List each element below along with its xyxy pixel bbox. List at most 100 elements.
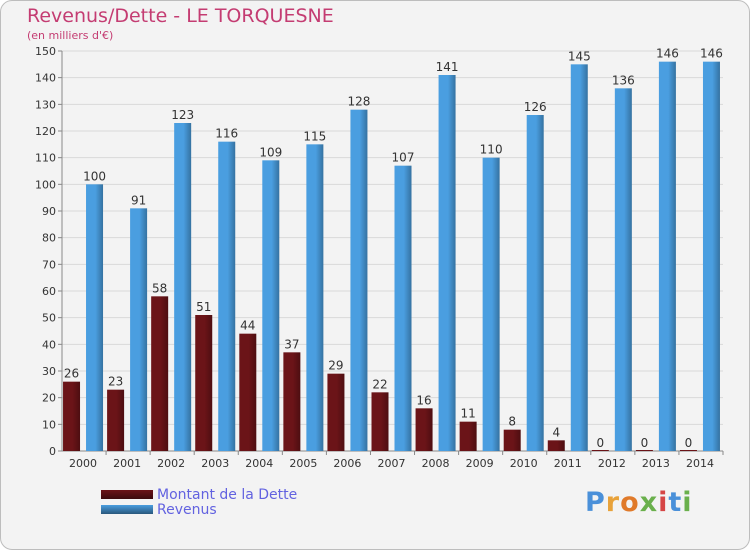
x-tick-label: 2003 [201,457,229,470]
x-tick-label: 2001 [113,457,141,470]
y-tick-label: 130 [35,98,56,111]
bar-dette [591,450,609,451]
data-label-dette: 0 [597,436,605,450]
x-tick-label: 2011 [554,457,582,470]
y-tick-label: 50 [42,312,56,325]
bar-dette [195,315,213,451]
bar-revenus [438,75,456,451]
bar-revenus [306,144,324,452]
bar-revenus [658,61,676,452]
bar-revenus [350,109,368,452]
chart-subtitle: (en milliers d'€) [27,29,114,42]
bar-revenus [570,64,588,452]
data-label-dette: 22 [372,377,387,391]
data-label-revenus: 146 [700,47,723,61]
data-label-revenus: 126 [524,100,547,114]
legend: Montant de la Dette Revenus [101,486,298,518]
x-tick-label: 2004 [245,457,273,470]
bar-dette [503,429,521,451]
plot-area [62,51,723,451]
logo-letter: P [585,487,606,518]
bar-dette [679,450,697,451]
data-label-revenus: 115 [303,129,326,143]
data-label-revenus: 136 [612,73,635,87]
data-label-dette: 58 [152,281,167,295]
bar-revenus [218,141,236,451]
data-label-revenus: 107 [392,151,415,165]
data-label-dette: 37 [284,337,299,351]
x-tick-label: 2007 [378,457,406,470]
x-tick-label: 2013 [642,457,670,470]
legend-label-dette: Montant de la Dette [157,486,298,503]
x-tick-label: 2012 [598,457,626,470]
bar-revenus [526,115,544,451]
data-label-revenus: 91 [131,193,146,207]
x-tick-label: 2010 [510,457,538,470]
y-tick-label: 80 [42,232,56,245]
x-tick-label: 2006 [333,457,361,470]
data-label-dette: 11 [460,407,475,421]
logo-letter: t [668,487,683,518]
data-label-dette: 29 [328,359,343,373]
bar-dette [239,333,257,451]
bar-revenus [262,160,280,452]
data-label-dette: 23 [108,375,123,389]
bar-dette [151,296,169,451]
bar-dette [415,408,433,451]
bar-revenus [86,184,104,452]
bar-dette [635,450,653,451]
y-tick-label: 140 [35,72,56,85]
y-tick-label: 120 [35,125,56,138]
bar-dette [327,373,345,451]
y-tick-label: 40 [42,338,56,351]
data-label-revenus: 128 [347,95,370,109]
logo-letter: i [658,487,669,518]
x-tick-label: 2009 [466,457,494,470]
logo-letter: x [639,487,659,518]
bar-dette [547,440,565,451]
data-label-revenus: 110 [480,143,503,157]
x-tick-label: 2000 [69,457,97,470]
x-tick-label: 2008 [422,457,450,470]
x-tick-label: 2002 [157,457,185,470]
data-label-dette: 44 [240,319,255,333]
bar-revenus [702,61,720,452]
data-label-dette: 51 [196,300,211,314]
logo-letter: i [682,487,693,518]
y-tick-label: 150 [35,45,56,58]
x-tick-label: 2014 [686,457,714,470]
bar-revenus [394,165,412,451]
legend-item-dette: Montant de la Dette [101,486,298,503]
data-label-revenus: 116 [215,127,238,141]
legend-item-revenus: Revenus [101,502,297,518]
y-tick-label: 20 [42,392,56,405]
logo-letter: r [605,487,621,518]
bar-dette [63,381,81,451]
proxiti-logo: Proxiti [585,487,693,518]
data-label-revenus: 145 [568,49,591,63]
y-tick-label: 10 [42,418,56,431]
data-label-revenus: 123 [171,108,194,122]
bar-revenus [482,157,500,451]
bar-dette [459,421,477,451]
logo-letter: o [620,487,640,518]
y-tick-label: 60 [42,285,56,298]
y-tick-label: 30 [42,365,56,378]
bar-revenus [614,88,632,451]
data-label-dette: 8 [508,415,516,429]
data-label-revenus: 100 [83,169,106,183]
data-label-revenus: 109 [259,145,282,159]
data-label-dette: 0 [641,436,649,450]
legend-swatch-revenus [101,505,153,514]
data-label-dette: 4 [552,425,560,439]
data-label-dette: 0 [685,436,693,450]
y-tick-label: 70 [42,258,56,271]
legend-swatch-dette [101,490,153,499]
data-label-revenus: 141 [436,60,459,74]
data-label-dette: 26 [64,367,79,381]
data-label-revenus: 146 [656,47,679,61]
x-tick-label: 2005 [289,457,317,470]
bar-dette [371,392,389,451]
